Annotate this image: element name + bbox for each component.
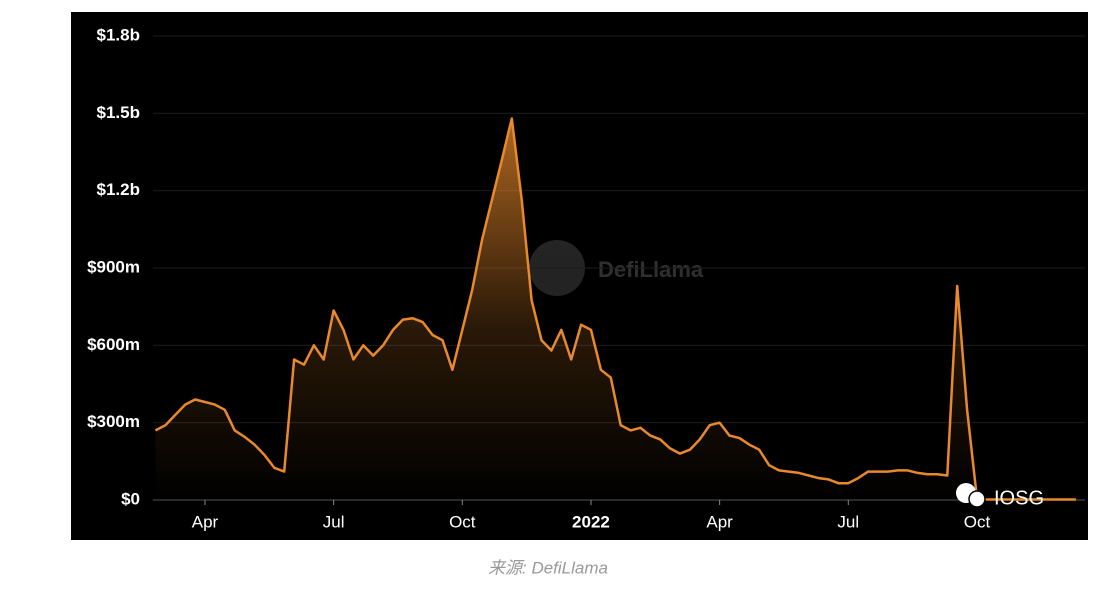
x-tick-label: Oct bbox=[964, 512, 991, 531]
line bbox=[154, 117, 1076, 501]
y-tick-label: $600m bbox=[87, 335, 140, 354]
y-tick-label: $1.8b bbox=[97, 25, 140, 44]
plot: $0 $300m $600m $900m $1.2b $1.5b $1.8b Apr Jul Oc… bbox=[87, 25, 1085, 531]
badge: IOSG bbox=[956, 483, 1044, 509]
x-tick-label: Apr bbox=[192, 512, 219, 531]
y-tick-label: $300m bbox=[87, 412, 140, 431]
y-tick-label: $1.2b bbox=[97, 180, 140, 199]
caption: 来源: DefiLlama bbox=[488, 558, 608, 577]
x-tick-label: Apr bbox=[706, 512, 733, 531]
x-tick-label: Oct bbox=[449, 512, 476, 531]
y-tick-label: $900m bbox=[87, 257, 140, 276]
x-tick-label: Jul bbox=[323, 512, 345, 531]
x-tick-label: 2022 bbox=[572, 512, 610, 531]
badge-text: IOSG bbox=[994, 487, 1044, 509]
y-tick-label: $0 bbox=[121, 489, 140, 508]
watermark-text: DefiLlama bbox=[598, 257, 704, 282]
area bbox=[155, 118, 1076, 500]
y-tick-label: $1.5b bbox=[97, 103, 140, 122]
x-tick-label: Jul bbox=[837, 512, 859, 531]
